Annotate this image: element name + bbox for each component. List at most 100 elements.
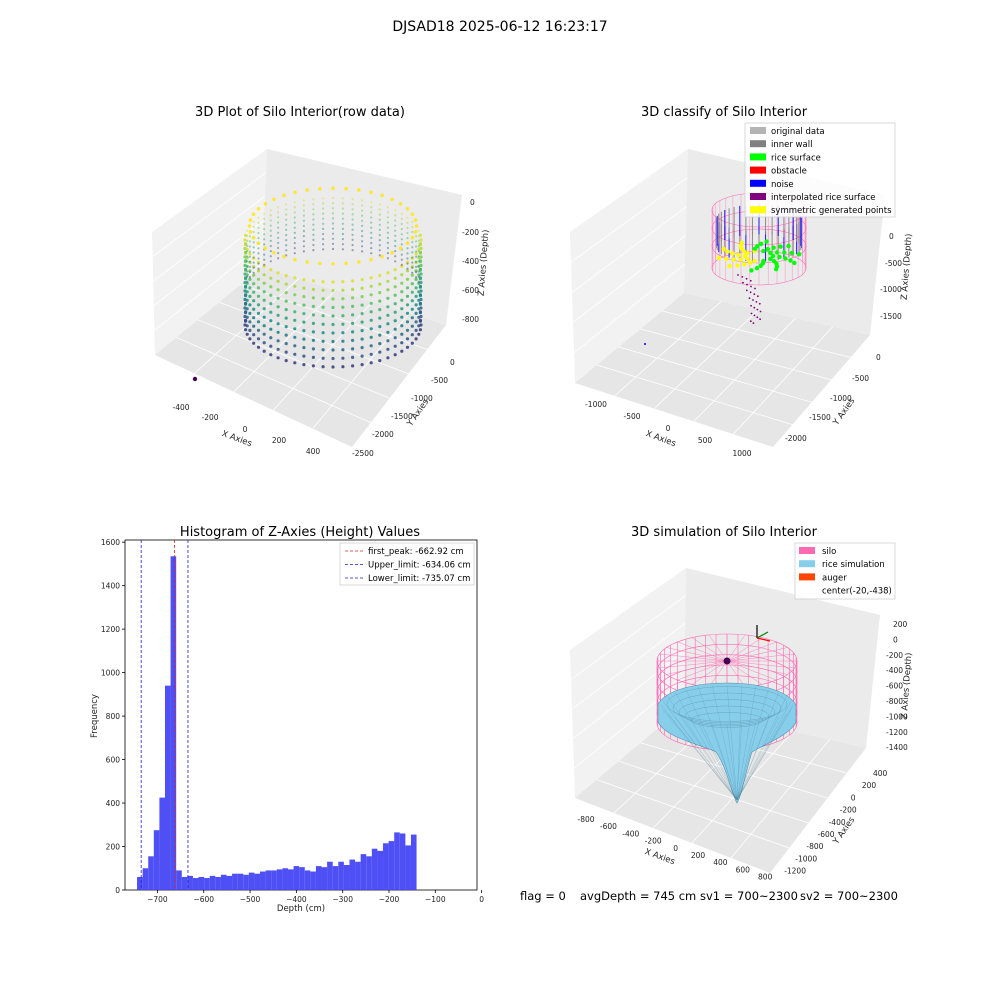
data-point: [246, 260, 249, 263]
data-point: [318, 261, 322, 266]
data-point: [360, 278, 364, 282]
y-tick-label: 200: [106, 843, 121, 852]
data-point: [414, 303, 418, 307]
data-point: [263, 202, 268, 206]
data-point: [263, 263, 266, 266]
x-tick-label: −300: [332, 895, 353, 904]
data-point: [378, 316, 382, 320]
grid-line: [571, 622, 686, 710]
histogram-bar: [159, 797, 165, 890]
data-point: [370, 231, 373, 234]
data-point: [252, 241, 255, 244]
x-tick-label: −600: [193, 895, 214, 904]
data-point: [263, 222, 266, 226]
data-point: [293, 284, 297, 288]
data-point: [386, 356, 390, 360]
data-point: [415, 240, 418, 243]
panel-simulation-3d: 3D simulation of Silo Interior -800-600-…: [570, 525, 914, 882]
data-point: [243, 306, 247, 310]
data-point: [269, 234, 272, 237]
rice-surface-point: [721, 246, 726, 252]
data-point: [331, 331, 335, 335]
rice-surface-point: [758, 263, 763, 268]
data-point: [380, 254, 384, 259]
silo-roof-wire: [708, 634, 728, 662]
data-point: [284, 350, 288, 354]
data-point: [417, 324, 421, 328]
data-point: [269, 310, 273, 314]
data-point: [418, 310, 422, 314]
data-point: [393, 276, 397, 280]
data-point: [394, 229, 397, 232]
data-point: [331, 305, 335, 310]
grid-line: [176, 337, 371, 423]
data-point: [405, 328, 410, 332]
data-point: [378, 308, 382, 312]
grid-line: [573, 678, 685, 769]
histogram-bar: [271, 870, 277, 890]
data-point: [415, 276, 418, 279]
histogram-bar: [260, 871, 266, 890]
grid-line: [152, 172, 267, 257]
data-point: [331, 339, 335, 344]
data-point: [322, 202, 325, 205]
data-point: [331, 202, 335, 205]
data-point: [331, 237, 335, 240]
interpolated-point: [741, 276, 744, 278]
tick-label: 0: [889, 232, 894, 241]
silo-roof-wire: [666, 647, 728, 662]
data-point: [351, 287, 355, 291]
data-point: [369, 284, 373, 288]
data-point: [257, 216, 260, 219]
histogram-bar: [410, 834, 417, 890]
data-point: [293, 257, 297, 262]
data-point: [393, 327, 397, 331]
data-point: [405, 337, 410, 341]
histogram-bar: [338, 861, 344, 890]
data-point: [386, 347, 390, 351]
data-point: [406, 262, 409, 265]
data-point: [293, 231, 296, 234]
rice-surface: [657, 682, 797, 804]
tick-label: -500: [431, 376, 448, 385]
data-point: [406, 257, 409, 260]
data-point: [293, 318, 297, 322]
data-point: [293, 211, 296, 214]
data-point: [282, 254, 286, 259]
histogram-bar: [394, 832, 400, 890]
data-point: [417, 239, 420, 242]
data-point: [417, 265, 420, 268]
data-point: [394, 244, 397, 248]
data-point: [360, 346, 364, 350]
data-point: [302, 245, 305, 248]
data-point: [341, 227, 344, 230]
interpolated-point: [750, 312, 753, 315]
histogram-bar: [137, 876, 143, 890]
histogram-bar: [399, 833, 406, 890]
x-tick-label: 0: [479, 895, 484, 904]
data-point: [410, 307, 414, 311]
data-point: [302, 320, 306, 324]
data-point: [246, 280, 249, 283]
interpolated-point: [749, 320, 752, 323]
data-point: [418, 233, 422, 237]
data-point: [378, 218, 381, 221]
data-point: [269, 250, 272, 253]
data-point: [378, 342, 382, 346]
tick-label: -400: [829, 818, 846, 827]
data-point: [378, 282, 382, 286]
histogram-bar: [276, 869, 283, 890]
data-point: [386, 296, 390, 300]
data-point: [378, 244, 381, 247]
histogram-bar: [215, 876, 221, 890]
silo-roof-wire: [726, 660, 777, 681]
data-point: [302, 337, 306, 341]
tick-label: 400: [306, 447, 321, 456]
data-point: [302, 199, 305, 202]
legend-label: obstacle: [771, 167, 807, 177]
data-point: [351, 296, 355, 300]
data-point: [406, 252, 409, 255]
data-point: [302, 286, 306, 290]
silo-roof-wire: [659, 653, 728, 662]
z-axis-label: Z Axies (Depth): [900, 652, 915, 719]
